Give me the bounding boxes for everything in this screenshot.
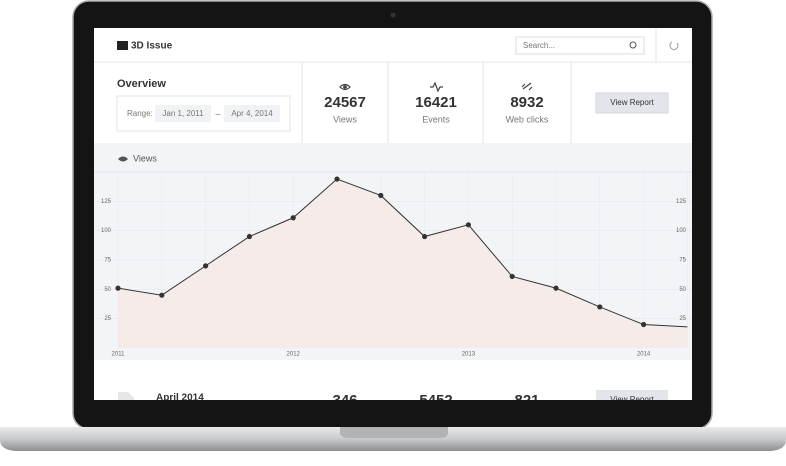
stat-label: Views bbox=[333, 114, 357, 124]
stat-value: 821 bbox=[514, 392, 539, 409]
point bbox=[115, 285, 121, 291]
view-report-button[interactable] bbox=[595, 92, 669, 114]
stat-value: 346 bbox=[332, 392, 357, 409]
x-tick-label: 2014 bbox=[637, 352, 651, 358]
view-report-button[interactable] bbox=[596, 390, 668, 410]
camera bbox=[390, 12, 396, 18]
stat-value: 16421 bbox=[415, 94, 457, 111]
point bbox=[246, 233, 252, 240]
y-tick-label: 75 bbox=[104, 258, 111, 264]
point bbox=[465, 222, 471, 228]
row-bg bbox=[94, 360, 692, 400]
row-title: April 2014 bbox=[156, 393, 204, 404]
logo: 3D Issue bbox=[131, 41, 173, 52]
y-tick-label: 100 bbox=[676, 228, 687, 234]
refresh-icon[interactable] bbox=[669, 41, 679, 50]
chart-title: Views bbox=[133, 153, 157, 163]
point bbox=[509, 273, 515, 280]
logo-icon bbox=[117, 41, 128, 50]
range-sep: – bbox=[215, 108, 220, 118]
overview-title: Overview bbox=[117, 78, 166, 90]
search-icon bbox=[629, 41, 637, 49]
doc-icon bbox=[118, 392, 134, 400]
point bbox=[597, 304, 603, 310]
point bbox=[334, 176, 340, 182]
range-label: Range: bbox=[127, 109, 153, 118]
y-tick-label: 75 bbox=[679, 258, 686, 264]
point bbox=[641, 321, 647, 328]
search-placeholder: Search... bbox=[523, 41, 555, 50]
y-tick-label: 50 bbox=[679, 287, 686, 293]
y-tick-label: 100 bbox=[101, 228, 112, 234]
laptop-base bbox=[0, 427, 786, 451]
plot: 25 25 50 50 75 75 100 100 125 125 2011 2012 2013 2014 bbox=[94, 172, 692, 358]
y-tick-label: 25 bbox=[679, 316, 686, 322]
x-tick-label: 2011 bbox=[112, 352, 126, 358]
date-input[interactable] bbox=[224, 105, 280, 122]
point bbox=[422, 233, 428, 240]
date-input[interactable] bbox=[155, 105, 211, 122]
point bbox=[203, 263, 209, 269]
y-tick-label: 50 bbox=[104, 287, 111, 293]
stat-value: 5452 bbox=[419, 392, 452, 409]
stat-label: Events bbox=[422, 114, 450, 124]
button-label: View Report bbox=[610, 98, 654, 107]
y-tick-label: 125 bbox=[101, 199, 112, 205]
search-box[interactable] bbox=[515, 36, 645, 55]
button-label: View Report bbox=[610, 395, 654, 404]
range-to: Apr 4, 2014 bbox=[231, 109, 273, 118]
point bbox=[159, 292, 165, 298]
stat-value: 24567 bbox=[324, 94, 366, 111]
range-from: Jan 1, 2011 bbox=[162, 109, 204, 118]
eye-icon bbox=[118, 156, 128, 162]
screen: 3D Issue Search... Overview Range: Jan 1… bbox=[94, 28, 692, 410]
point bbox=[553, 285, 559, 291]
x-tick-label: 2012 bbox=[287, 352, 301, 358]
y-tick-label: 125 bbox=[676, 199, 687, 205]
notch bbox=[340, 427, 448, 438]
point bbox=[290, 215, 296, 221]
stat-value: 8932 bbox=[510, 94, 543, 111]
y-tick-label: 25 bbox=[104, 316, 111, 322]
stat-label: Web clicks bbox=[506, 114, 549, 124]
area bbox=[118, 179, 688, 348]
line bbox=[117, 178, 688, 328]
x-tick-label: 2013 bbox=[462, 352, 476, 358]
point bbox=[378, 192, 384, 199]
